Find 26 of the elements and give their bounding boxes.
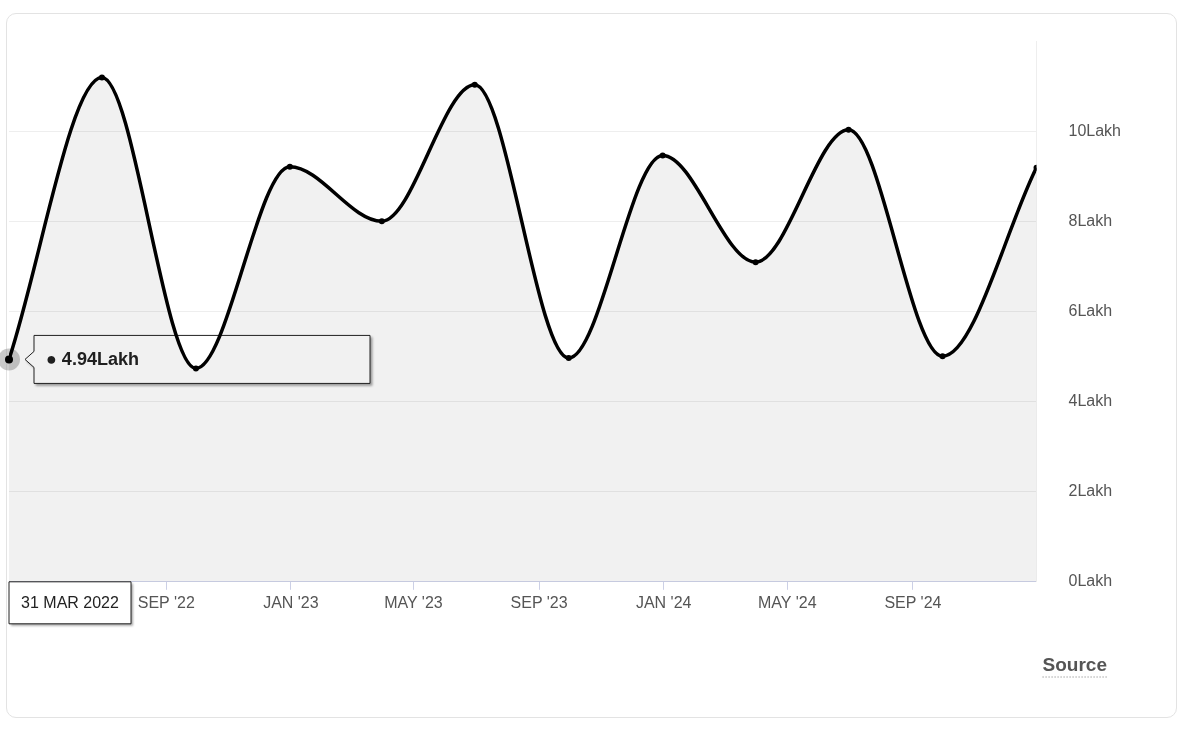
point <box>192 365 199 372</box>
x-tick-label: SEP '22 <box>137 593 195 611</box>
x-tick-label: JAN '23 <box>263 593 319 611</box>
y-tick-label: 8Lakh <box>1068 212 1113 230</box>
text: 31 MAR 2022 <box>21 594 120 612</box>
point <box>939 353 946 360</box>
y-tick-label: 4Lakh <box>1068 392 1113 410</box>
x-tick-label: MAY '24 <box>758 593 817 611</box>
point <box>471 81 478 88</box>
point <box>565 355 572 362</box>
point <box>845 126 852 133</box>
y-tick-label: 2Lakh <box>1068 482 1113 500</box>
point <box>659 152 666 159</box>
x-tick-label: SEP '24 <box>884 593 942 611</box>
x-tick-label: SEP '23 <box>510 593 568 611</box>
y-tick-label: 0Lakh <box>1068 572 1113 590</box>
point <box>752 259 759 266</box>
y-tick-label: 6Lakh <box>1068 302 1113 320</box>
x-tick-label: JAN '24 <box>635 593 692 611</box>
point <box>378 218 385 225</box>
annotation: ● 4.94Lakh <box>46 349 139 370</box>
x-tick-label: MAY '23 <box>384 593 443 611</box>
y-tick-label: 10Lakh <box>1068 122 1122 140</box>
point <box>286 163 293 170</box>
text: Source <box>1042 654 1107 675</box>
point <box>98 74 105 81</box>
